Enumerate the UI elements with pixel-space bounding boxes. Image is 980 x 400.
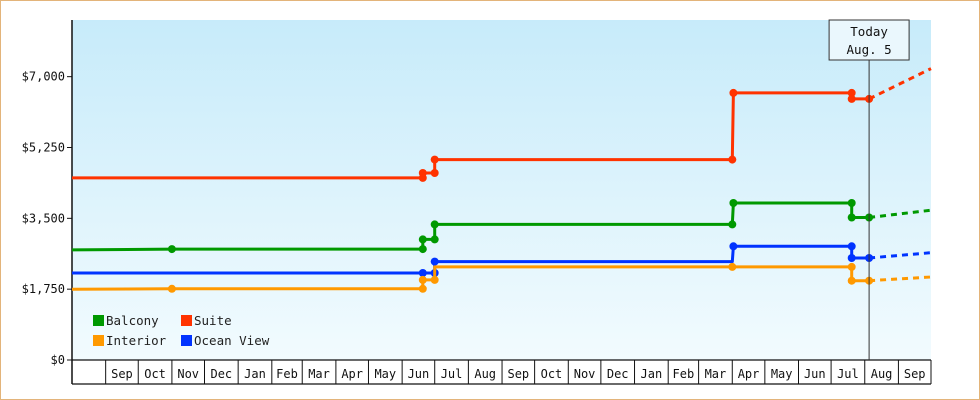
x-tick-label: Sep: [111, 367, 133, 381]
data-point: [847, 262, 856, 271]
series-line: [71, 265, 870, 291]
x-tick-label: Apr: [341, 367, 363, 381]
legend-swatch: [93, 315, 104, 326]
data-point: [729, 242, 738, 251]
today-marker: Today Aug. 5: [828, 19, 910, 360]
forecast-line: [868, 67, 932, 101]
x-tick-label: Jul: [837, 367, 859, 381]
x-tick-label: Aug: [871, 367, 893, 381]
data-point: [167, 284, 176, 293]
plot-background: [72, 20, 931, 360]
data-point: [418, 275, 427, 284]
legend: Balcony Suite Interior Ocean View: [93, 313, 270, 348]
data-point: [847, 276, 856, 285]
x-tick-label: Mar: [705, 367, 727, 381]
x-tick-label: Jun: [804, 367, 826, 381]
x-tick-label: Jan: [244, 367, 266, 381]
x-tick-label: Jul: [441, 367, 463, 381]
data-point: [728, 155, 737, 164]
series-balcony: [71, 199, 932, 254]
data-point: [847, 242, 856, 251]
legend-swatch: [93, 335, 104, 346]
x-tick-label: May: [771, 367, 793, 381]
data-point: [847, 213, 856, 222]
data-point: [430, 155, 439, 164]
y-tick-label: $5,250: [22, 141, 65, 155]
legend-item-suite: Suite: [181, 313, 232, 328]
data-point: [418, 169, 427, 177]
x-tick-label: Oct: [144, 367, 166, 381]
data-point: [167, 245, 176, 254]
data-point: [847, 94, 856, 103]
data-point: [430, 220, 439, 229]
series-layer: [71, 67, 932, 293]
y-tick-label: $0: [51, 353, 65, 367]
today-box: [828, 19, 910, 61]
data-point: [847, 254, 856, 262]
data-point: [418, 269, 427, 277]
x-tick-label: Nov: [574, 367, 596, 381]
data-point: [847, 199, 856, 207]
data-point: [418, 245, 427, 254]
x-tick-label: Sep: [904, 367, 926, 381]
x-tick-label: Jun: [408, 367, 430, 381]
today-date: Aug. 5: [847, 42, 892, 57]
x-axis: Sep Oct Nov Dec Jan Feb Mar Apr May Jun Jul Aug Sep O…: [72, 359, 932, 385]
x-tick-label: Sep: [507, 367, 529, 381]
legend-item-ocean-view: Ocean View: [181, 333, 270, 348]
legend-label: Interior: [106, 333, 167, 348]
today-label: Today: [850, 24, 888, 39]
data-point: [430, 235, 439, 244]
data-point: [728, 262, 737, 271]
data-point: [847, 88, 856, 97]
legend-label: Suite: [194, 313, 232, 328]
legend-swatch: [181, 315, 192, 326]
data-point: [729, 88, 738, 97]
y-tick-label: $3,500: [22, 211, 65, 225]
data-point: [729, 199, 738, 207]
data-point: [728, 220, 737, 229]
x-tick-label: Mar: [308, 367, 330, 381]
x-tick-label: Aug: [474, 367, 496, 381]
x-tick-label: Oct: [541, 367, 563, 381]
x-tick-label: Apr: [738, 367, 760, 381]
legend-label: Balcony: [106, 313, 159, 328]
legend-swatch: [181, 335, 192, 346]
y-axis: $0 $1,750 $3,500 $5,250 $7,000: [22, 20, 73, 384]
x-tick-label: Dec: [210, 367, 232, 381]
y-tick-label: $7,000: [22, 70, 65, 84]
x-tick-label: Feb: [673, 367, 695, 381]
x-tick-label: Nov: [177, 367, 199, 381]
y-tick-label: $1,750: [22, 282, 65, 296]
legend-item-balcony: Balcony: [93, 313, 159, 328]
data-point: [430, 257, 439, 266]
data-point: [430, 275, 439, 284]
legend-label: Ocean View: [194, 333, 270, 348]
data-point: [418, 235, 427, 244]
data-point: [418, 284, 427, 293]
series-interior: [71, 262, 932, 293]
x-tick-label: Feb: [276, 367, 298, 381]
x-tick-label: Jan: [641, 367, 663, 381]
series-suite: [72, 67, 932, 182]
x-tick-label: Dec: [607, 367, 629, 381]
x-tick-label: May: [374, 367, 396, 381]
legend-item-interior: Interior: [93, 333, 167, 348]
data-point: [430, 169, 439, 177]
